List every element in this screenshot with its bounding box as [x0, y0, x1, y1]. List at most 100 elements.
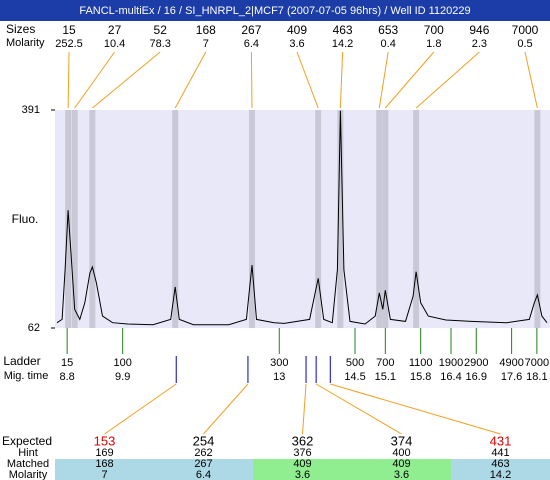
ladder-size: 500	[346, 357, 364, 369]
matched-cell	[253, 459, 352, 480]
y-axis-label: Fluo.	[12, 212, 39, 226]
peak-band	[89, 110, 96, 328]
expected-value: 431	[490, 433, 512, 448]
ladder-size: 7000	[525, 357, 549, 369]
peak-molarity: 14.2	[332, 38, 353, 50]
ladder-size: 100	[114, 357, 132, 369]
peak-band	[337, 110, 344, 328]
peak-molarity: 78.3	[149, 38, 170, 50]
hint-value: 169	[95, 447, 113, 459]
peak-molarity: 0.5	[517, 38, 532, 50]
expected-connector	[302, 383, 307, 435]
hint-value: 262	[194, 447, 212, 459]
ladder-time: 16.4	[440, 371, 461, 383]
peak-size: 700	[424, 23, 444, 37]
peak-band	[71, 110, 78, 328]
peak-band	[413, 110, 420, 328]
peak-band	[315, 110, 322, 328]
ladder-size: 1100	[409, 357, 433, 369]
ladder-size: 15	[61, 357, 73, 369]
row-label: Matched	[7, 458, 49, 470]
peak-molarity: 252.5	[55, 38, 83, 50]
ladder-size: 1900	[439, 357, 463, 369]
matched-cell	[352, 459, 451, 480]
hint-value: 400	[392, 447, 410, 459]
peak-connector	[296, 51, 319, 109]
matched-cell	[55, 459, 154, 480]
peak-size: 27	[108, 23, 122, 37]
ladder-time: 13	[273, 371, 285, 383]
row-label: Hint	[18, 447, 38, 459]
peak-connector	[415, 51, 480, 109]
peak-connector	[524, 51, 538, 109]
matched-value: 267	[194, 458, 212, 470]
peak-connector	[74, 51, 116, 109]
y-tick-label: 62	[28, 322, 40, 334]
peak-connector	[378, 51, 389, 109]
plot-area	[55, 110, 550, 328]
ladder-size: 4900	[499, 357, 523, 369]
peak-size: 653	[378, 23, 398, 37]
peak-size: 463	[333, 23, 353, 37]
ladder-time: 15.1	[375, 371, 396, 383]
peak-size: 52	[154, 23, 168, 37]
peak-molarity: 6.4	[244, 38, 259, 50]
row-label: Molarity	[9, 469, 48, 480]
peak-size: 7000	[512, 23, 539, 37]
expected-connector	[203, 383, 249, 435]
expected-value: 362	[292, 433, 314, 448]
peak-band	[534, 110, 541, 328]
molarity-value: 7	[101, 469, 107, 480]
expected-connector	[330, 383, 501, 435]
peak-connector	[92, 51, 161, 109]
title-bar	[0, 0, 550, 21]
title: FANCL-multiEx / 16 / SI_HNRPL_2|MCF7 (20…	[79, 5, 470, 17]
peak-molarity: 10.4	[104, 38, 125, 50]
molarity-value: 14.2	[490, 469, 511, 480]
matched-cell	[154, 459, 253, 480]
ladder-label: Ladder	[3, 354, 40, 368]
matched-value: 409	[293, 458, 311, 470]
ladder-size: 2900	[464, 357, 488, 369]
molarity-value: 3.6	[295, 469, 310, 480]
peak-size: 15	[62, 23, 76, 37]
expected-connector	[315, 383, 402, 435]
ladder-time: 18.1	[526, 371, 547, 383]
y-tick-label: 391	[22, 104, 40, 116]
expected-connector	[104, 383, 177, 435]
peak-size: 409	[287, 23, 307, 37]
peak-molarity: 7	[203, 38, 209, 50]
matched-value: 168	[95, 458, 113, 470]
peak-band	[248, 110, 255, 328]
peak-size: 168	[196, 23, 216, 37]
peak-connector	[174, 51, 207, 109]
expected-value: 153	[94, 433, 116, 448]
peak-band	[376, 110, 383, 328]
peak-size: 946	[469, 23, 489, 37]
sizes-label: Sizes	[6, 22, 35, 36]
peak-connector	[250, 51, 253, 109]
ladder-time: 15.8	[410, 371, 431, 383]
ladder-size: 300	[270, 357, 288, 369]
peak-connector	[67, 51, 70, 109]
molarity-value: 3.6	[394, 469, 409, 480]
ladder-time: 8.8	[59, 371, 74, 383]
peak-molarity: 3.6	[289, 38, 304, 50]
ladder-size: 700	[376, 357, 394, 369]
ladder-time: 9.9	[115, 371, 130, 383]
hint-value: 376	[293, 447, 311, 459]
molarity-label: Molarity	[6, 37, 45, 49]
peak-size: 267	[241, 23, 261, 37]
expected-value: 254	[193, 433, 215, 448]
matched-value: 409	[392, 458, 410, 470]
peak-molarity: 0.4	[381, 38, 396, 50]
peak-band	[382, 110, 389, 328]
matched-cell	[451, 459, 550, 480]
ladder-time: 17.6	[501, 371, 522, 383]
peak-molarity: 1.8	[426, 38, 441, 50]
ladder-time: 16.9	[466, 371, 487, 383]
peak-connector	[339, 51, 344, 109]
mig-time-label: Mig. time	[4, 370, 49, 382]
hint-value: 441	[491, 447, 509, 459]
